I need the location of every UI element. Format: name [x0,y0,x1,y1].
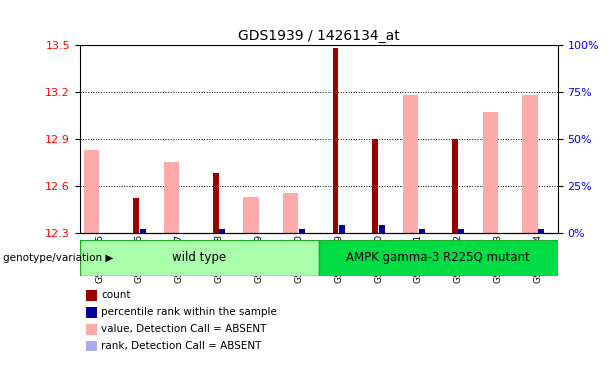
Text: percentile rank within the sample: percentile rank within the sample [101,308,277,317]
Bar [332,48,338,232]
Text: genotype/variation ▶: genotype/variation ▶ [3,253,113,263]
Bar [84,150,99,232]
Bar [219,230,226,232]
Text: wild type: wild type [172,251,226,264]
Bar [452,139,458,232]
Bar [379,225,385,232]
Bar [522,95,538,232]
Text: AMPK gamma-3 R225Q mutant: AMPK gamma-3 R225Q mutant [346,251,530,264]
Bar [164,162,179,232]
Bar [299,230,305,232]
Bar [243,196,259,232]
Bar [459,230,465,232]
Bar [419,230,425,232]
Bar [372,139,378,232]
Bar [133,198,139,232]
Text: value, Detection Call = ABSENT: value, Detection Call = ABSENT [101,324,267,334]
Bar [538,230,544,232]
Text: rank, Detection Call = ABSENT: rank, Detection Call = ABSENT [101,341,262,351]
Title: GDS1939 / 1426134_at: GDS1939 / 1426134_at [238,28,400,43]
Bar [482,112,498,232]
Bar [213,173,219,232]
Bar [319,240,558,276]
Bar [283,194,299,232]
Text: count: count [101,291,131,300]
Bar [80,240,319,276]
Bar [403,95,418,232]
Bar [140,230,146,232]
Bar [339,225,345,232]
